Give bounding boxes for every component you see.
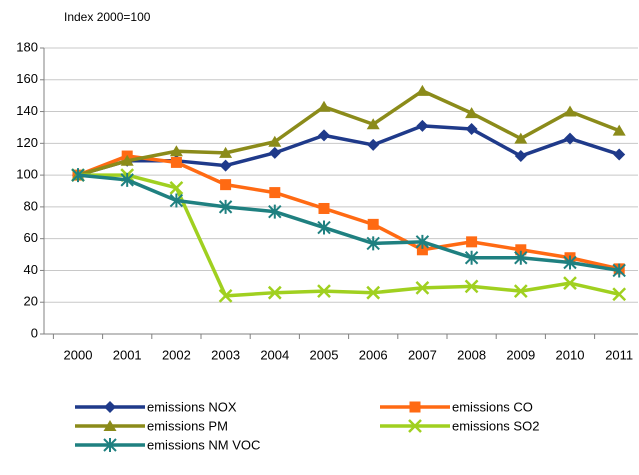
marker bbox=[268, 135, 282, 147]
marker bbox=[367, 218, 379, 230]
chart-title: Index 2000=100 bbox=[64, 10, 151, 24]
marker bbox=[218, 288, 233, 303]
y-tick-label: 140 bbox=[16, 103, 38, 118]
x-tick-label: 2008 bbox=[457, 347, 486, 362]
y-tick-label: 40 bbox=[24, 262, 38, 277]
marker bbox=[317, 284, 331, 298]
marker bbox=[366, 236, 380, 251]
marker bbox=[416, 119, 429, 132]
marker bbox=[318, 202, 330, 214]
marker bbox=[269, 187, 281, 199]
x-tick-label: 2010 bbox=[556, 347, 585, 362]
x-tick-label: 2005 bbox=[310, 347, 339, 362]
y-tick-label: 180 bbox=[16, 39, 38, 54]
marker bbox=[366, 118, 380, 130]
marker bbox=[367, 138, 380, 151]
marker bbox=[514, 250, 528, 265]
legend-label: emissions CO bbox=[452, 399, 533, 414]
series-line bbox=[77, 154, 620, 271]
marker bbox=[415, 281, 430, 295]
legend-marker bbox=[103, 438, 117, 452]
x-tick-label: 2007 bbox=[408, 347, 437, 362]
x-tick-label: 2006 bbox=[359, 347, 388, 362]
legend-marker bbox=[103, 420, 117, 431]
marker bbox=[563, 276, 577, 291]
marker bbox=[71, 168, 85, 183]
marker bbox=[317, 220, 331, 235]
marker bbox=[466, 236, 478, 248]
marker bbox=[416, 244, 428, 256]
marker bbox=[465, 123, 478, 136]
x-tick-label: 2002 bbox=[162, 347, 191, 362]
marker bbox=[169, 145, 183, 157]
series-line bbox=[77, 89, 620, 177]
legend-marker bbox=[409, 401, 421, 413]
marker bbox=[513, 284, 528, 298]
marker bbox=[514, 150, 527, 163]
marker bbox=[563, 105, 577, 117]
legend-marker bbox=[104, 401, 116, 413]
y-tick-label: 20 bbox=[24, 294, 38, 309]
legend-label: emissions PM bbox=[147, 418, 228, 433]
marker bbox=[220, 179, 232, 191]
x-tick-label: 2004 bbox=[260, 347, 289, 362]
x-tick-label: 2000 bbox=[64, 347, 93, 362]
y-tick-label: 120 bbox=[16, 135, 38, 150]
marker bbox=[169, 193, 184, 208]
marker bbox=[219, 146, 233, 158]
x-tick-label: 2003 bbox=[211, 347, 240, 362]
series-line bbox=[78, 173, 620, 298]
marker bbox=[219, 159, 232, 172]
marker bbox=[268, 204, 282, 219]
y-tick-label: 0 bbox=[31, 325, 38, 340]
marker bbox=[613, 148, 626, 161]
marker bbox=[415, 234, 430, 249]
marker bbox=[612, 287, 627, 302]
legend-marker bbox=[408, 419, 422, 433]
y-tick-label: 60 bbox=[24, 230, 38, 245]
marker bbox=[464, 279, 479, 294]
marker bbox=[515, 244, 527, 256]
marker bbox=[465, 107, 479, 119]
y-tick-label: 160 bbox=[16, 71, 38, 86]
marker bbox=[563, 255, 577, 270]
legend-label: emissions SO2 bbox=[452, 418, 539, 433]
legend-label: emissions NOX bbox=[147, 399, 237, 414]
marker bbox=[268, 146, 281, 159]
marker bbox=[612, 124, 626, 136]
marker bbox=[120, 154, 134, 166]
x-tick-label: 2009 bbox=[506, 347, 535, 362]
marker bbox=[120, 172, 134, 187]
marker bbox=[218, 199, 233, 214]
x-tick-label: 2001 bbox=[113, 347, 142, 362]
x-tick-label: 2011 bbox=[605, 347, 633, 362]
legend-label: emissions NM VOC bbox=[147, 437, 260, 452]
marker bbox=[366, 285, 381, 300]
marker bbox=[612, 263, 626, 278]
series-line bbox=[77, 124, 620, 177]
marker bbox=[317, 100, 331, 112]
marker bbox=[564, 132, 576, 145]
marker bbox=[169, 180, 184, 195]
marker bbox=[318, 129, 330, 142]
marker bbox=[267, 285, 282, 300]
marker bbox=[514, 132, 528, 144]
marker bbox=[415, 84, 429, 96]
y-tick-label: 100 bbox=[16, 167, 38, 182]
y-tick-label: 80 bbox=[24, 198, 38, 213]
marker bbox=[170, 156, 182, 168]
marker bbox=[464, 250, 479, 265]
series-line bbox=[77, 173, 620, 273]
